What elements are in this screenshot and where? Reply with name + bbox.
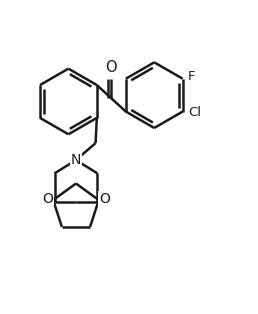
Text: O: O — [99, 192, 110, 206]
Text: N: N — [71, 153, 81, 167]
Text: F: F — [188, 70, 196, 83]
Text: O: O — [106, 60, 117, 75]
Text: O: O — [42, 192, 53, 206]
Text: Cl: Cl — [188, 106, 201, 119]
